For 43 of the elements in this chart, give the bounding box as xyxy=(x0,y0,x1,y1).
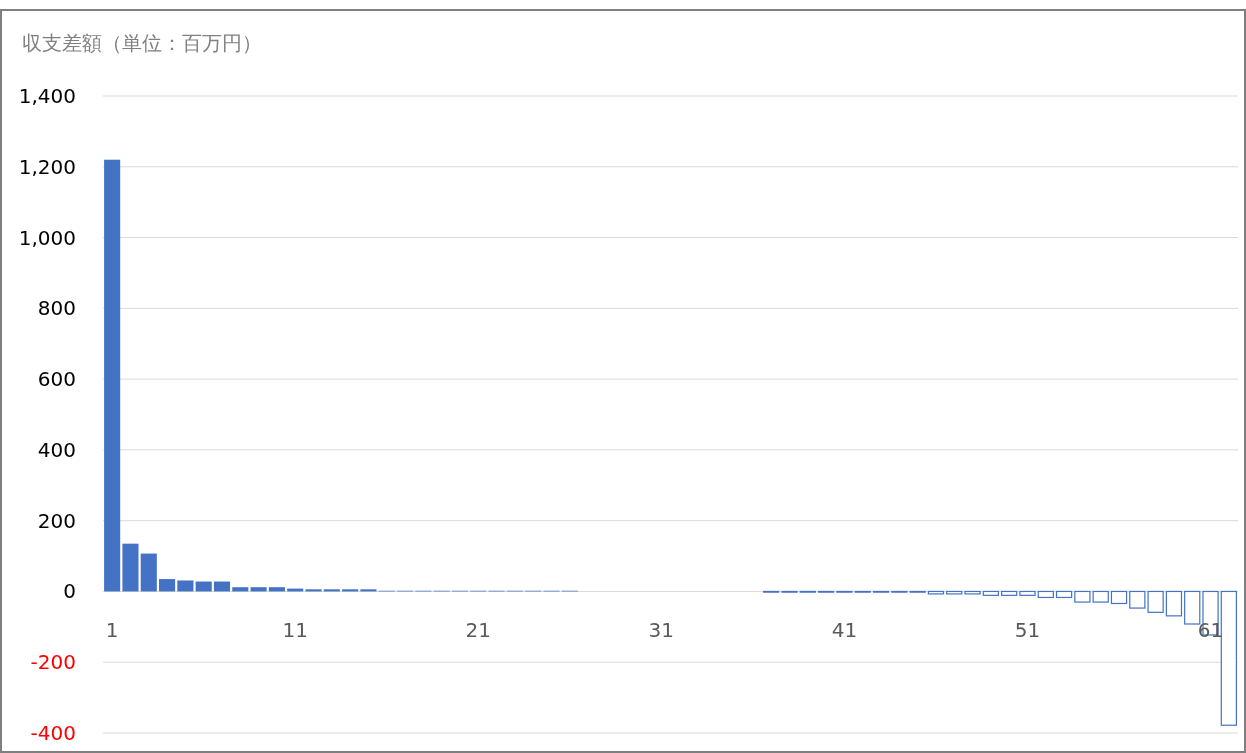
bar xyxy=(232,587,249,592)
y-tick-label: 1,200 xyxy=(18,154,76,179)
bar xyxy=(1110,590,1128,605)
x-tick-label: 21 xyxy=(465,618,492,643)
bar xyxy=(982,590,1000,596)
y-tick-label: 1,400 xyxy=(18,84,76,108)
y-tick-label: 200 xyxy=(37,508,76,533)
bar xyxy=(195,581,212,592)
bar xyxy=(360,589,377,592)
x-tick-label: 51 xyxy=(1014,618,1041,643)
y-tick-label: 600 xyxy=(37,367,76,392)
y-tick-label: -200 xyxy=(30,650,76,675)
x-tick-label: 31 xyxy=(648,618,675,643)
x-tick-label: 1 xyxy=(105,618,119,643)
x-tick-label: 11 xyxy=(282,618,308,643)
y-tick-label: -400 xyxy=(30,721,76,745)
bar xyxy=(159,579,176,592)
bar xyxy=(946,590,963,595)
bar xyxy=(1019,590,1036,596)
y-tick-label: 800 xyxy=(37,296,76,321)
bar xyxy=(213,581,231,592)
bar xyxy=(964,590,981,595)
bar xyxy=(1184,590,1201,625)
bar xyxy=(1001,590,1018,596)
bar xyxy=(323,589,340,592)
bar xyxy=(104,159,121,592)
bar xyxy=(140,553,157,592)
bar xyxy=(250,587,267,592)
bar xyxy=(927,590,945,595)
x-tick-label: 41 xyxy=(831,618,858,643)
bar xyxy=(1037,590,1054,599)
bar xyxy=(268,587,285,592)
y-tick-label: 400 xyxy=(37,437,76,462)
bar xyxy=(342,589,359,592)
bar xyxy=(305,589,322,592)
bar xyxy=(1055,590,1073,599)
bar xyxy=(1220,590,1237,726)
y-tick-label: 0 xyxy=(63,579,76,604)
y-tick-label: 1,000 xyxy=(18,225,76,250)
bar xyxy=(1165,590,1183,617)
y-axis-title: 収支差額（単位：百万円） xyxy=(22,31,262,55)
bar xyxy=(122,543,139,592)
bar xyxy=(177,580,194,592)
